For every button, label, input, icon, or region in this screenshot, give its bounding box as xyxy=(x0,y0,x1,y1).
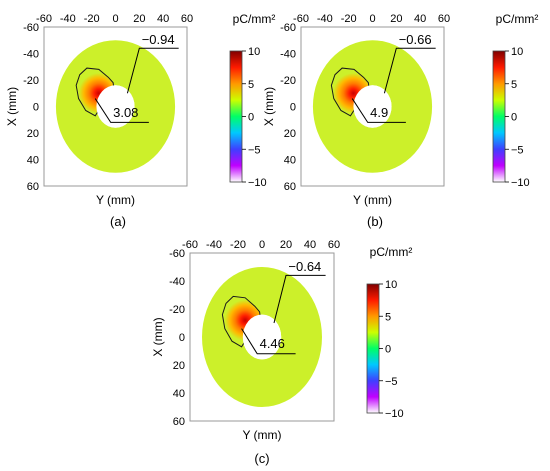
x-tick-label: -40 xyxy=(206,239,222,251)
contour-value-label: −0.94 xyxy=(142,32,175,47)
y-tick-label: -40 xyxy=(23,49,39,61)
x-tick-label: 20 xyxy=(390,13,402,25)
colorbar-tick-label: 10 xyxy=(248,46,260,58)
y-tick-label: -40 xyxy=(169,276,185,288)
x-tick-label: -60 xyxy=(36,13,52,25)
colorbar xyxy=(229,50,243,183)
x-tick-label: 0 xyxy=(112,13,118,25)
colorbar-tick-label: −5 xyxy=(385,376,398,388)
contour-value-label: −0.66 xyxy=(399,32,432,47)
colorbar-unit-label: pC/mm² xyxy=(370,245,413,259)
colorbar-unit-label: pC/mm² xyxy=(233,12,276,26)
y-tick-label: 0 xyxy=(33,102,39,114)
colorbar-tick-label: −5 xyxy=(511,144,524,156)
colorbar-tick-label: −5 xyxy=(248,144,261,156)
peak-value-label: 4.9 xyxy=(370,105,388,120)
peak-value-label: 4.46 xyxy=(260,336,285,351)
x-axis-label: Y (mm) xyxy=(242,428,281,442)
y-tick-label: -20 xyxy=(169,304,185,316)
x-tick-label: 60 xyxy=(328,239,340,251)
x-tick-label: 60 xyxy=(181,13,193,25)
colorbar-tick-label: 10 xyxy=(385,279,397,291)
x-tick-label: -20 xyxy=(84,13,100,25)
y-tick-label: 60 xyxy=(173,416,185,428)
y-tick-label: 20 xyxy=(27,128,39,140)
colorbar-unit-label: pC/mm² xyxy=(496,12,539,26)
y-tick-label: -40 xyxy=(280,49,296,61)
panel-a: -60 -40 -20 0 20 40 60 -60 -40 -20 0 20 40 60 Y (mm) X … xyxy=(5,12,275,229)
colorbar-tick-label: 0 xyxy=(511,112,517,124)
peak-callout-line xyxy=(241,328,296,355)
x-tick-label: 60 xyxy=(438,13,450,25)
contour-callout-line xyxy=(273,274,326,324)
peak-callout-line xyxy=(94,98,149,123)
x-axis-label: Y (mm) xyxy=(353,193,392,207)
x-tick-label: 20 xyxy=(133,13,145,25)
x-tick-label: 0 xyxy=(259,239,265,251)
colorbar xyxy=(492,50,506,183)
x-tick-label: -40 xyxy=(317,13,333,25)
y-tick-label: 40 xyxy=(27,155,39,167)
x-tick-label: 20 xyxy=(280,239,292,251)
y-tick-label: 0 xyxy=(179,332,185,344)
y-tick-label: -20 xyxy=(23,75,39,87)
peak-value-label: 3.08 xyxy=(113,105,138,120)
colorbar-tick-label: −10 xyxy=(248,177,267,189)
y-tick-label: 20 xyxy=(173,360,185,372)
x-tick-label: -60 xyxy=(293,13,309,25)
y-tick-label: 60 xyxy=(27,181,39,193)
x-tick-label: 40 xyxy=(414,13,426,25)
peak-callout-line xyxy=(351,98,406,123)
y-axis-label: X (mm) xyxy=(5,87,19,126)
y-axis-label: X (mm) xyxy=(151,317,165,356)
x-tick-label: -40 xyxy=(60,13,76,25)
panel-caption: (b) xyxy=(367,214,383,229)
x-tick-label: -20 xyxy=(230,239,246,251)
y-tick-label: 20 xyxy=(284,128,296,140)
colorbar-tick-label: 5 xyxy=(511,79,517,91)
contour-value-label: −0.64 xyxy=(288,259,321,274)
colorbar xyxy=(366,283,380,414)
colorbar-tick-label: 0 xyxy=(248,112,254,124)
colorbar-tick-label: −10 xyxy=(385,408,404,420)
colorbar-tick-label: 0 xyxy=(385,344,391,356)
colorbar-tick-label: 5 xyxy=(385,311,391,323)
y-tick-label: -60 xyxy=(169,248,185,260)
x-tick-label: 40 xyxy=(304,239,316,251)
x-tick-label: -60 xyxy=(182,239,198,251)
panel-caption: (c) xyxy=(254,451,269,466)
colorbar-tick-label: 5 xyxy=(248,79,254,91)
y-tick-label: -60 xyxy=(280,22,296,34)
y-tick-label: -60 xyxy=(23,22,39,34)
x-tick-label: 40 xyxy=(157,13,169,25)
contour-callout-line xyxy=(383,47,436,94)
colorbar-tick-label: 10 xyxy=(511,46,523,58)
x-tick-label: -20 xyxy=(341,13,357,25)
y-tick-label: -20 xyxy=(280,75,296,87)
y-tick-label: 40 xyxy=(284,155,296,167)
panel-b: -60 -40 -20 0 20 40 60 -60 -40 -20 0 20 40 60 Y (mm) X … xyxy=(262,12,538,229)
contour-callout-line xyxy=(126,47,179,94)
x-axis-label: Y (mm) xyxy=(96,193,135,207)
panel-caption: (a) xyxy=(110,214,126,229)
y-axis-label: X (mm) xyxy=(262,87,276,126)
x-tick-label: 0 xyxy=(369,13,375,25)
panel-c: -60 -40 -20 0 20 40 60 -60 -40 -20 0 20 40 60 Y (mm) X … xyxy=(151,239,412,466)
y-tick-label: 60 xyxy=(284,181,296,193)
y-tick-label: 0 xyxy=(290,102,296,114)
annulus-hole xyxy=(242,314,282,360)
y-tick-label: 40 xyxy=(173,388,185,400)
annulus-hole xyxy=(96,85,135,128)
annulus-hole xyxy=(353,85,392,128)
colorbar-tick-label: −10 xyxy=(511,177,530,189)
